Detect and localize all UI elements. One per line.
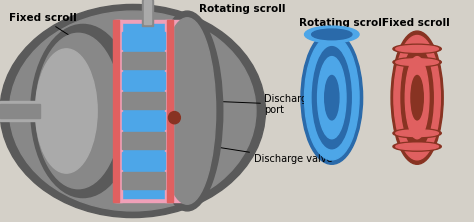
Text: Discharge
port: Discharge port xyxy=(209,94,314,115)
Ellipse shape xyxy=(301,31,363,164)
Ellipse shape xyxy=(159,18,216,204)
Ellipse shape xyxy=(396,59,438,65)
Ellipse shape xyxy=(304,26,359,43)
Ellipse shape xyxy=(36,33,121,189)
Text: Rotating scroll: Rotating scroll xyxy=(299,18,385,28)
Ellipse shape xyxy=(396,46,438,52)
Ellipse shape xyxy=(318,57,346,139)
Ellipse shape xyxy=(304,36,359,160)
Bar xyxy=(122,32,165,49)
Ellipse shape xyxy=(393,57,441,67)
Ellipse shape xyxy=(311,29,352,40)
Ellipse shape xyxy=(0,4,265,218)
Ellipse shape xyxy=(393,142,441,151)
Bar xyxy=(0,104,40,118)
Bar xyxy=(144,0,151,24)
Bar xyxy=(122,24,165,198)
Text: Fixed scroll: Fixed scroll xyxy=(9,13,95,52)
Bar xyxy=(142,0,153,26)
Ellipse shape xyxy=(396,143,438,150)
Ellipse shape xyxy=(325,75,339,120)
Bar xyxy=(122,112,165,129)
Ellipse shape xyxy=(312,47,351,149)
Bar xyxy=(122,132,165,149)
Bar xyxy=(0,101,45,121)
Bar xyxy=(113,20,118,202)
Ellipse shape xyxy=(391,31,443,164)
Bar xyxy=(114,20,122,202)
Bar xyxy=(122,152,165,169)
Ellipse shape xyxy=(405,57,429,139)
Bar xyxy=(122,172,165,189)
Bar xyxy=(116,20,185,202)
Ellipse shape xyxy=(168,112,180,124)
Ellipse shape xyxy=(401,47,433,149)
Ellipse shape xyxy=(396,130,438,137)
Ellipse shape xyxy=(394,36,440,160)
Text: Fixed scroll: Fixed scroll xyxy=(382,18,449,28)
Text: Rotating scroll: Rotating scroll xyxy=(180,4,285,18)
Bar xyxy=(167,20,173,202)
Ellipse shape xyxy=(31,24,135,198)
Ellipse shape xyxy=(393,44,441,54)
Bar xyxy=(122,72,165,89)
Text: Discharge valve: Discharge valve xyxy=(209,145,332,164)
Ellipse shape xyxy=(411,75,423,120)
Bar xyxy=(165,20,173,202)
Ellipse shape xyxy=(9,11,256,211)
Bar xyxy=(122,92,165,109)
Ellipse shape xyxy=(393,129,441,138)
Bar xyxy=(122,52,165,69)
Ellipse shape xyxy=(36,49,97,173)
Ellipse shape xyxy=(152,11,223,211)
